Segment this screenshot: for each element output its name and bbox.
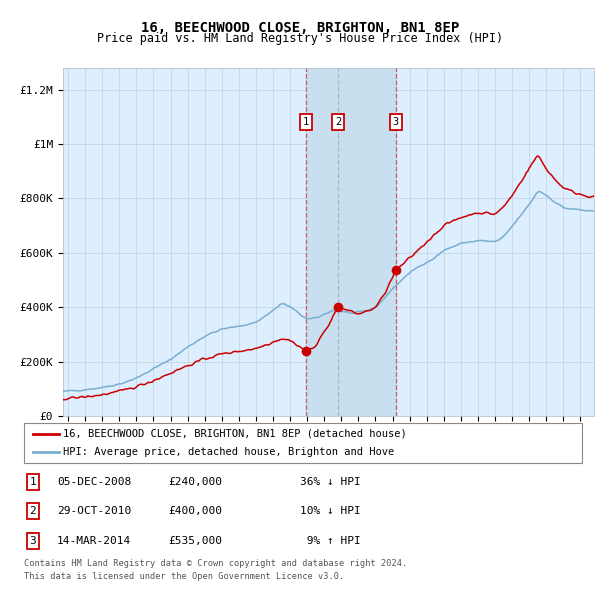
Text: 1: 1 <box>29 477 37 487</box>
Text: 05-DEC-2008: 05-DEC-2008 <box>57 477 131 487</box>
Text: 2: 2 <box>29 506 37 516</box>
Text: £400,000: £400,000 <box>168 506 222 516</box>
Text: Price paid vs. HM Land Registry's House Price Index (HPI): Price paid vs. HM Land Registry's House … <box>97 32 503 45</box>
Text: 29-OCT-2010: 29-OCT-2010 <box>57 506 131 516</box>
Text: 9% ↑ HPI: 9% ↑ HPI <box>300 536 361 546</box>
Text: 14-MAR-2014: 14-MAR-2014 <box>57 536 131 546</box>
Text: 2: 2 <box>335 117 341 127</box>
Text: HPI: Average price, detached house, Brighton and Hove: HPI: Average price, detached house, Brig… <box>63 447 394 457</box>
Text: 3: 3 <box>29 536 37 546</box>
Text: 16, BEECHWOOD CLOSE, BRIGHTON, BN1 8EP (detached house): 16, BEECHWOOD CLOSE, BRIGHTON, BN1 8EP (… <box>63 429 407 439</box>
Text: £240,000: £240,000 <box>168 477 222 487</box>
Text: 16, BEECHWOOD CLOSE, BRIGHTON, BN1 8EP: 16, BEECHWOOD CLOSE, BRIGHTON, BN1 8EP <box>141 21 459 35</box>
Text: Contains HM Land Registry data © Crown copyright and database right 2024.: Contains HM Land Registry data © Crown c… <box>24 559 407 568</box>
Text: 1: 1 <box>302 117 309 127</box>
Text: £535,000: £535,000 <box>168 536 222 546</box>
Text: 36% ↓ HPI: 36% ↓ HPI <box>300 477 361 487</box>
Text: This data is licensed under the Open Government Licence v3.0.: This data is licensed under the Open Gov… <box>24 572 344 581</box>
Bar <box>306 68 396 416</box>
Text: 3: 3 <box>393 117 399 127</box>
Text: 10% ↓ HPI: 10% ↓ HPI <box>300 506 361 516</box>
